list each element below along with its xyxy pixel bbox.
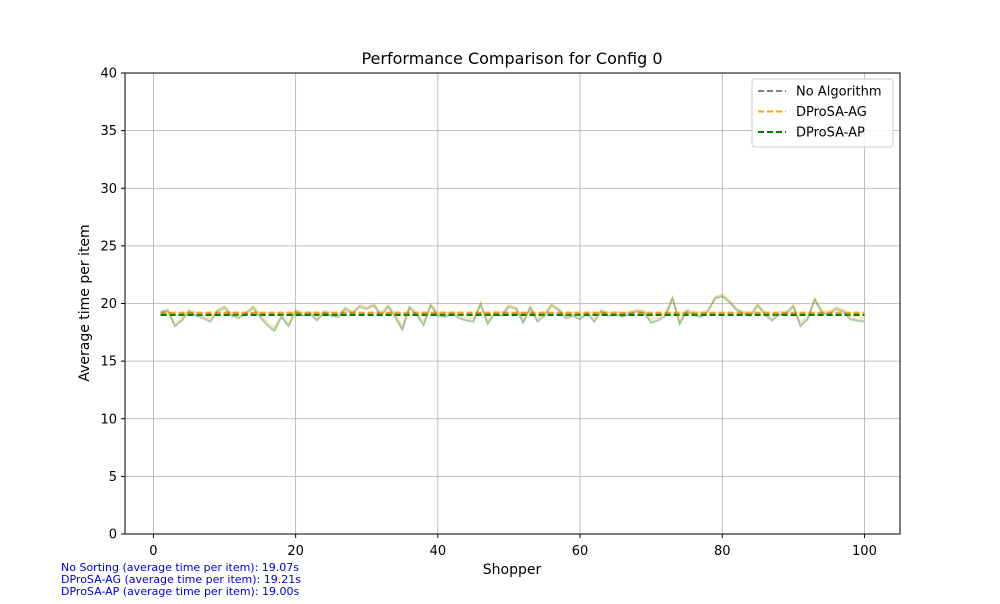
per-shopper-line-4 bbox=[160, 293, 865, 329]
chart-title: Performance Comparison for Config 0 bbox=[361, 49, 662, 68]
y-axis-label: Average time per item bbox=[77, 224, 93, 381]
legend-label: No Algorithm bbox=[796, 85, 881, 100]
per-shopper-line-5 bbox=[160, 295, 865, 333]
footnote-dprosa-ag: DProSA-AG (average time per item): 19.21… bbox=[61, 573, 301, 586]
per-shopper-line-3 bbox=[160, 294, 865, 332]
legend-box bbox=[751, 78, 894, 148]
x-axis-label: Shopper bbox=[483, 562, 542, 578]
legend: No Algorithm DProSA-AG DProSA-AP bbox=[751, 78, 894, 148]
y-tick-label: 0 bbox=[109, 528, 117, 543]
x-tick-label: 100 bbox=[852, 544, 877, 559]
legend-label: DProSA-AP bbox=[796, 126, 865, 141]
x-tick-label: 40 bbox=[430, 544, 447, 559]
y-tick-label: 25 bbox=[100, 239, 117, 254]
x-tick-label: 0 bbox=[149, 544, 157, 559]
y-tick-label: 30 bbox=[100, 182, 117, 197]
footnote-dprosa-ap: DProSA-AP (average time per item): 19.00… bbox=[61, 585, 300, 598]
axes: 0 20 40 60 80 100 0 5 10 15 20 25 30 35 40 bbox=[100, 67, 901, 559]
y-tick-label: 20 bbox=[100, 297, 117, 312]
plot-series bbox=[160, 293, 865, 333]
legend-label: DProSA-AG bbox=[796, 105, 867, 120]
y-tick-label: 40 bbox=[100, 67, 117, 82]
y-tick-label: 35 bbox=[100, 124, 117, 139]
footnote-no-sorting: No Sorting (average time per item): 19.0… bbox=[61, 561, 300, 574]
y-tick-label: 10 bbox=[100, 412, 117, 427]
y-tick-label: 5 bbox=[109, 470, 117, 485]
x-tick-label: 60 bbox=[572, 544, 589, 559]
x-tick-label: 80 bbox=[714, 544, 731, 559]
x-tick-label: 20 bbox=[287, 544, 304, 559]
y-tick-label: 15 bbox=[100, 355, 117, 370]
